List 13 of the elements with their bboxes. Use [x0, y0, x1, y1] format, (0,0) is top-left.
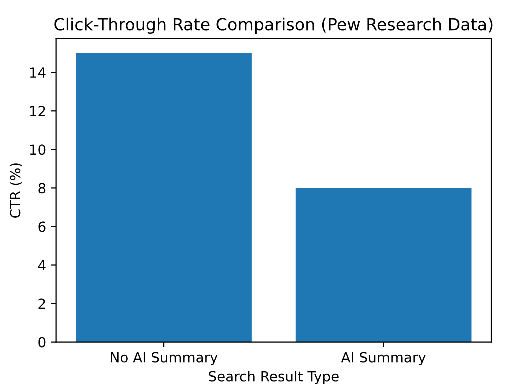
y-tick-label: 10 — [30, 144, 46, 156]
y-tick-label: 2 — [38, 298, 46, 310]
y-tick-label: 8 — [38, 183, 46, 194]
y-tick-label: 6 — [38, 222, 46, 232]
y-axis-title: CTR (%) — [10, 164, 22, 218]
y-tick-label: 14 — [30, 68, 46, 78]
x-tick-label: No AI Summary — [111, 352, 218, 366]
y-tick-label: 4 — [38, 260, 46, 271]
chart-title: Click-Through Rate Comparison (Pew Research Data) — [54, 18, 493, 34]
x-tick-label: AI Summary — [341, 352, 426, 366]
y-tick-label: 0 — [38, 337, 46, 348]
y-tick-label: 12 — [30, 106, 46, 116]
x-axis-title: Search Result Type — [209, 371, 339, 384]
